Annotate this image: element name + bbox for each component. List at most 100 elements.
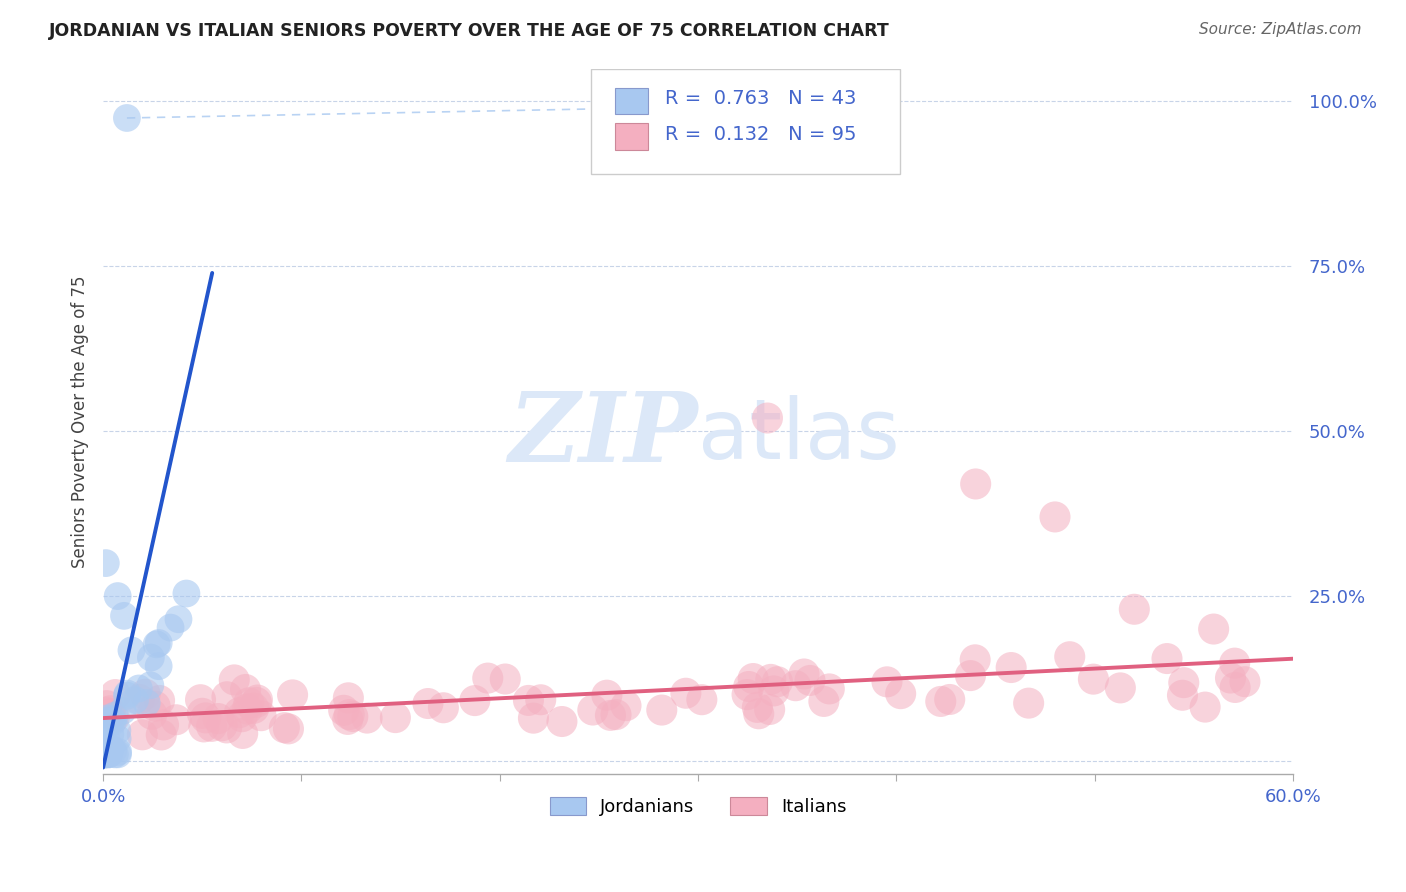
Point — [98, 727, 121, 741]
Point — [464, 693, 486, 707]
Point — [582, 703, 605, 717]
Point — [96, 718, 118, 732]
Point — [176, 586, 198, 600]
Point — [148, 693, 170, 707]
Point — [1173, 675, 1195, 690]
Point — [517, 693, 540, 707]
Point — [1018, 696, 1040, 710]
Point — [101, 744, 124, 758]
Point — [929, 694, 952, 708]
Point — [759, 673, 782, 687]
Point — [416, 697, 439, 711]
Point — [281, 688, 304, 702]
Text: JORDANIAN VS ITALIAN SENIORS POVERTY OVER THE AGE OF 75 CORRELATION CHART: JORDANIAN VS ITALIAN SENIORS POVERTY OVE… — [49, 22, 890, 40]
Point — [101, 712, 124, 726]
Point — [107, 731, 129, 746]
Point — [245, 695, 267, 709]
Point — [232, 726, 254, 740]
Text: atlas: atlas — [697, 395, 900, 476]
Point — [605, 707, 627, 722]
Point — [228, 706, 250, 720]
Point — [117, 687, 139, 701]
Point — [150, 728, 173, 742]
Point — [273, 721, 295, 735]
Point — [756, 411, 779, 425]
Point — [793, 667, 815, 681]
Point — [191, 706, 214, 721]
Point — [115, 111, 138, 125]
Point — [813, 694, 835, 708]
Point — [115, 689, 138, 703]
Point — [236, 702, 259, 716]
Point — [599, 708, 621, 723]
Point — [735, 688, 758, 702]
Point — [135, 696, 157, 710]
Point — [384, 710, 406, 724]
Point — [530, 692, 553, 706]
Point — [494, 672, 516, 686]
Point — [94, 714, 117, 729]
Point — [818, 681, 841, 696]
Point — [112, 608, 135, 623]
Point — [148, 636, 170, 650]
Legend: Jordanians, Italians: Jordanians, Italians — [540, 788, 856, 825]
Point — [131, 728, 153, 742]
Point — [165, 713, 187, 727]
Point — [965, 653, 987, 667]
Point — [103, 710, 125, 724]
Point — [336, 713, 359, 727]
Point — [96, 698, 118, 713]
Point — [1171, 688, 1194, 702]
Point — [690, 692, 713, 706]
Point — [246, 693, 269, 707]
Point — [105, 723, 128, 738]
Point — [107, 589, 129, 603]
Point — [121, 643, 143, 657]
Point — [938, 692, 960, 706]
Point — [1219, 671, 1241, 685]
Point — [551, 714, 574, 729]
Point — [477, 671, 499, 685]
Text: Source: ZipAtlas.com: Source: ZipAtlas.com — [1198, 22, 1361, 37]
Point — [96, 718, 118, 732]
Point — [748, 706, 770, 721]
Point — [231, 709, 253, 723]
Point — [337, 690, 360, 705]
Point — [1156, 651, 1178, 665]
Point — [799, 673, 821, 688]
Point — [277, 722, 299, 736]
Point — [97, 747, 120, 762]
Point — [134, 687, 156, 701]
Point — [139, 678, 162, 692]
Point — [758, 702, 780, 716]
Point — [167, 612, 190, 626]
Point — [959, 668, 981, 682]
Point — [141, 707, 163, 722]
Text: ZIP: ZIP — [509, 388, 697, 483]
FancyBboxPatch shape — [591, 69, 900, 174]
Point — [94, 556, 117, 570]
Point — [100, 706, 122, 721]
Point — [1223, 656, 1246, 670]
Point — [104, 688, 127, 702]
Point — [675, 686, 697, 700]
Point — [94, 747, 117, 762]
Point — [94, 747, 117, 762]
Point — [235, 682, 257, 697]
Point — [193, 720, 215, 734]
Y-axis label: Seniors Poverty Over the Age of 75: Seniors Poverty Over the Age of 75 — [72, 275, 89, 567]
Text: R =  0.132   N = 95: R = 0.132 N = 95 — [665, 125, 856, 144]
Point — [1109, 681, 1132, 695]
Point — [107, 745, 129, 759]
Point — [1043, 510, 1066, 524]
Point — [152, 718, 174, 732]
Point — [94, 747, 117, 762]
Point — [432, 700, 454, 714]
Point — [159, 621, 181, 635]
Point — [211, 719, 233, 733]
Point — [215, 690, 238, 704]
Point — [332, 703, 354, 717]
Point — [94, 747, 117, 762]
Point — [1000, 660, 1022, 674]
Point — [876, 674, 898, 689]
